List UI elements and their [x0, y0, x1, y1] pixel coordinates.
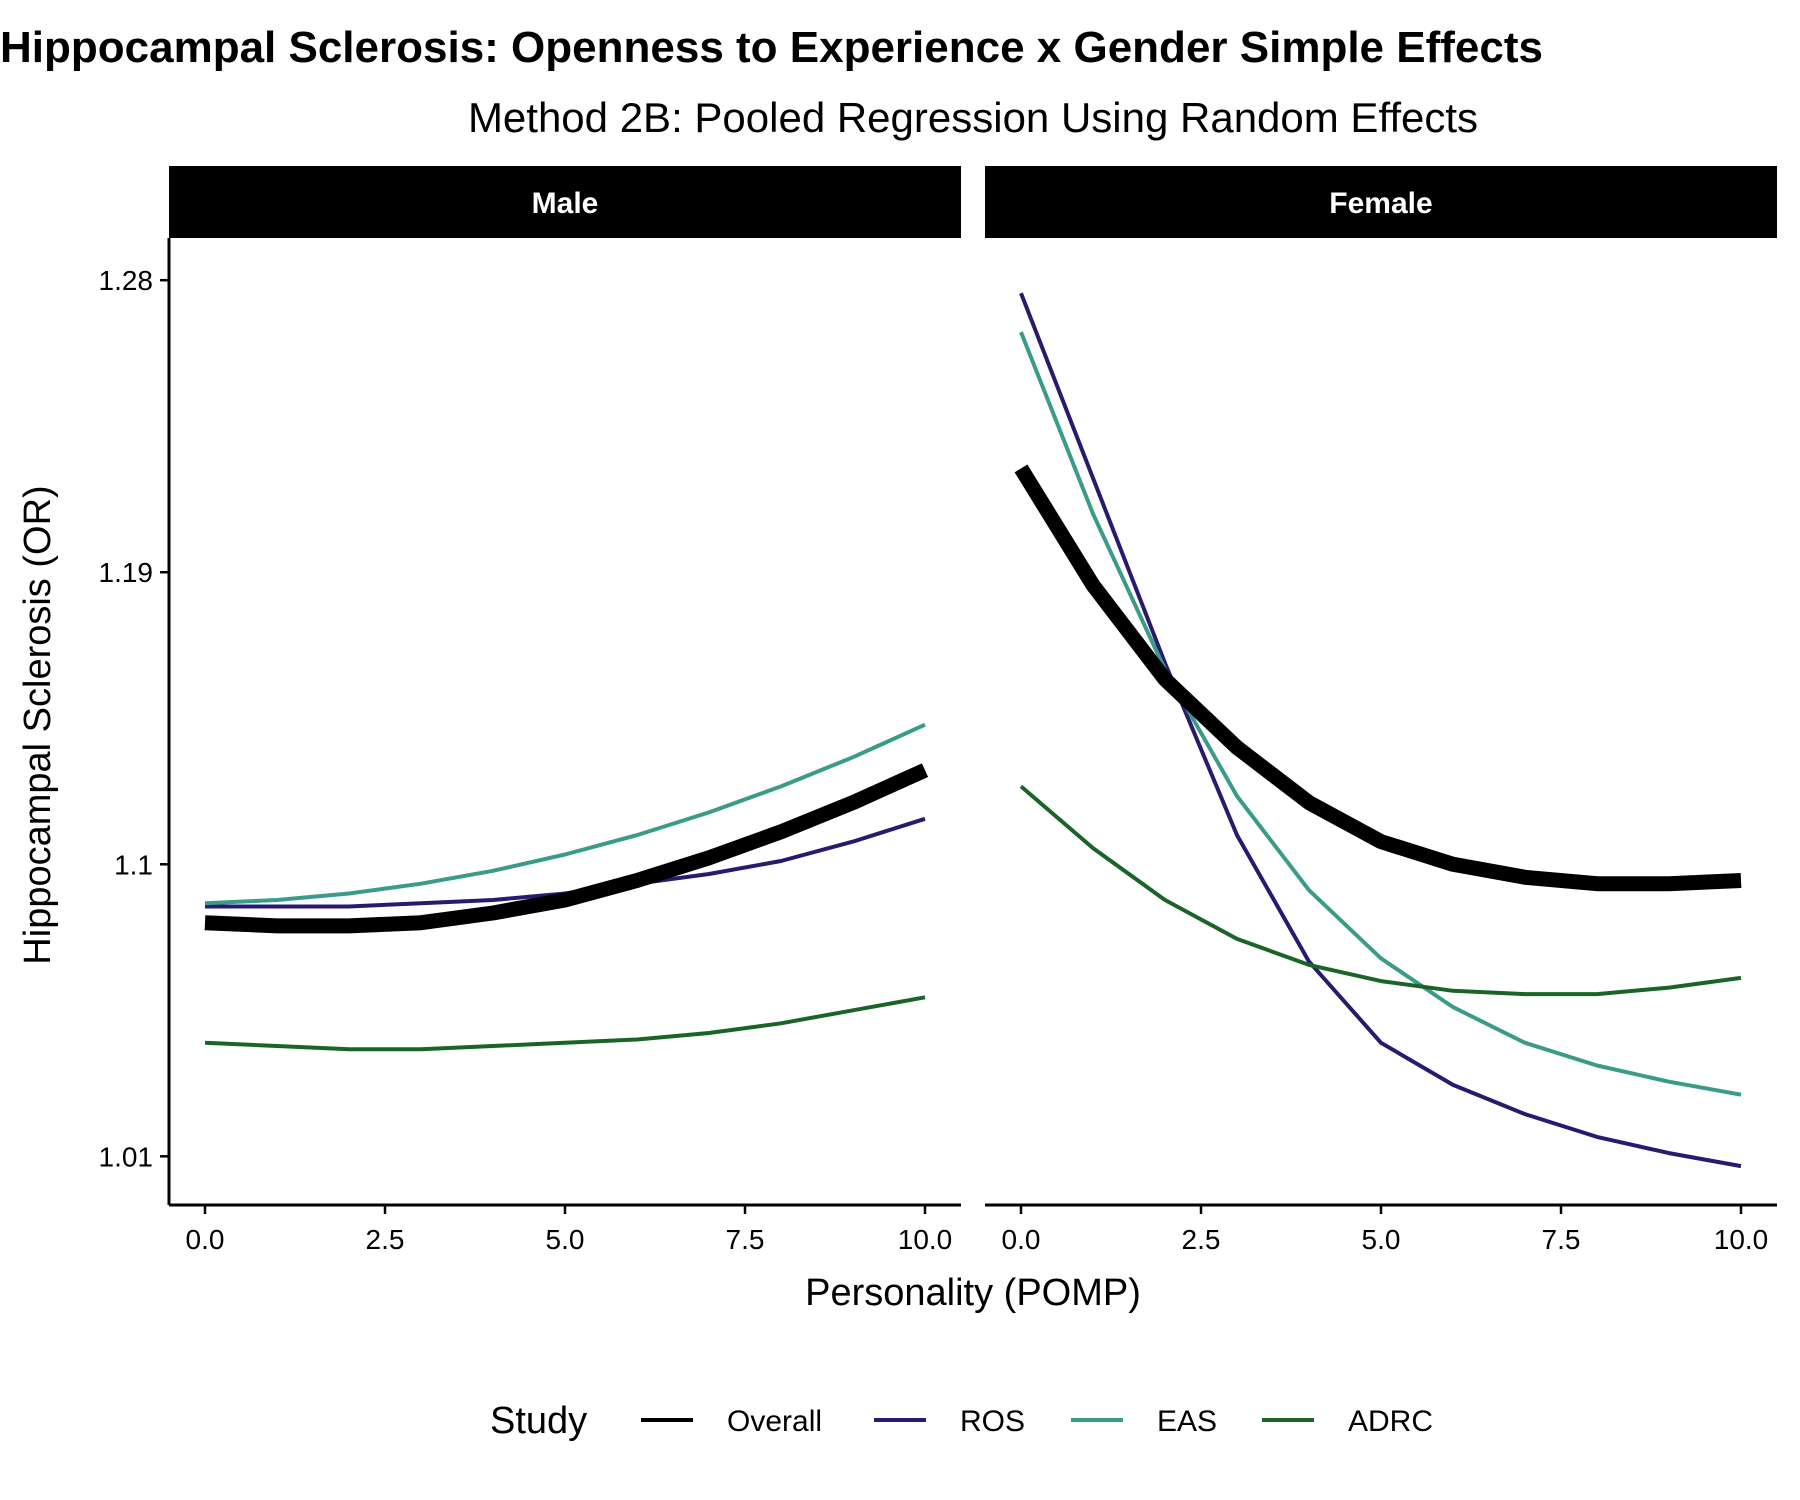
x-tick-label-male: 10.0 [898, 1224, 953, 1255]
x-tick-label-male: 2.5 [366, 1224, 405, 1255]
legend-label-ros: ROS [960, 1405, 1025, 1438]
x-tick-label-male: 0.0 [186, 1224, 225, 1255]
panel-female: Female 0.0 2.5 5.0 7.5 10.0 [985, 166, 1777, 1255]
x-tick-label-female: 5.0 [1362, 1224, 1401, 1255]
legend-label-overall: Overall [727, 1405, 822, 1438]
x-tick-label-male: 5.0 [546, 1224, 585, 1255]
chart-subtitle: Method 2B: Pooled Regression Using Rando… [468, 94, 1478, 141]
strip-male [169, 166, 961, 238]
x-tick-label-female: 10.0 [1714, 1224, 1769, 1255]
line-female-overall [1014, 464, 1742, 892]
strip-label-female: Female [1329, 187, 1432, 220]
y-tick-label: 1.1 [114, 849, 153, 880]
y-tick-label: 1.28 [99, 265, 154, 296]
panels-layer: Male 0.0 2.5 5.0 7.5 10.0 1.01 1.1 1.19 1.28 Femal… [99, 166, 1777, 1255]
x-tick-label-female: 7.5 [1542, 1224, 1581, 1255]
line-female-ros [1019, 292, 1742, 1169]
legend-label-adrc: ADRC [1348, 1405, 1433, 1438]
x-tick-label-female: 0.0 [1002, 1224, 1041, 1255]
y-axis-title: Hippocampal Sclerosis (OR) [17, 485, 59, 964]
chart-title: Hippocampal Sclerosis: Openness to Exper… [0, 23, 1543, 72]
panel-male: Male 0.0 2.5 5.0 7.5 10.0 1.01 1.1 1.19 1.28 [99, 166, 961, 1255]
legend-entries: Overall ROS EAS ADRC [641, 1405, 1433, 1438]
legend: Study Overall ROS EAS ADRC [490, 1400, 1433, 1442]
legend-label-eas: EAS [1157, 1405, 1217, 1438]
line-male-overall [204, 763, 929, 934]
line-male-adrc [204, 995, 926, 1052]
x-axis-title: Personality (POMP) [805, 1272, 1141, 1314]
y-tick-label: 1.01 [99, 1141, 154, 1172]
line-female-eas [1019, 331, 1742, 1097]
line-female-adrc [1019, 784, 1742, 997]
line-male-eas [204, 722, 926, 906]
strip-female [985, 166, 1777, 238]
strip-label-male: Male [532, 187, 599, 220]
legend-title: Study [490, 1400, 587, 1442]
y-tick-label: 1.19 [99, 557, 154, 588]
x-tick-label-female: 2.5 [1182, 1224, 1221, 1255]
x-tick-label-male: 7.5 [726, 1224, 765, 1255]
